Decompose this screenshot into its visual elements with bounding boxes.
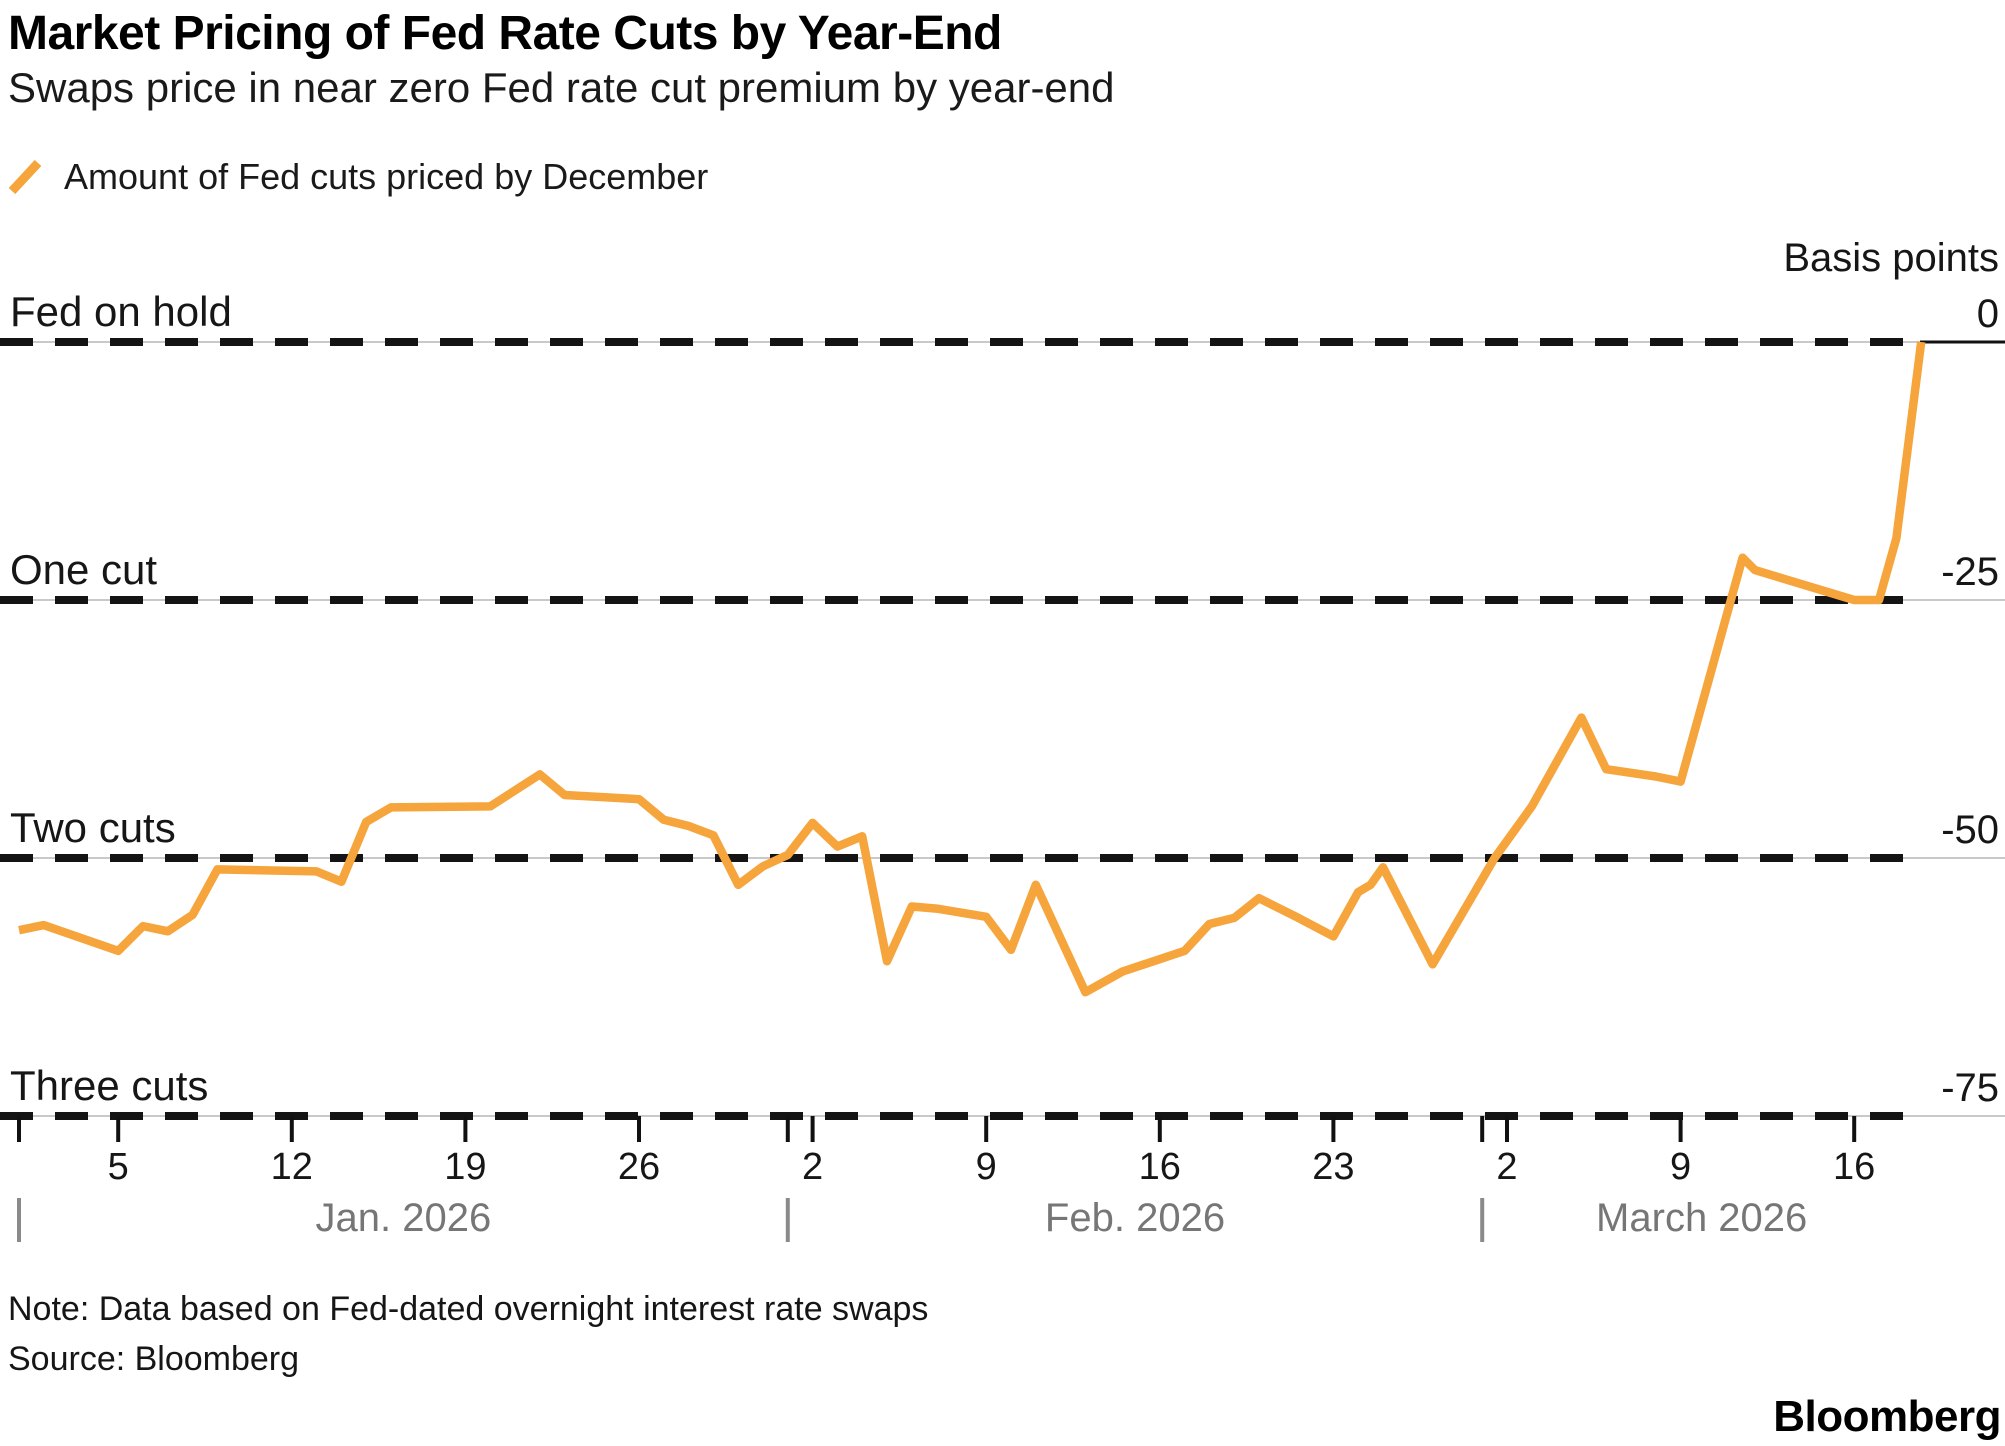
- x-tick-label-18: 19: [444, 1146, 487, 1188]
- chart-note: Note: Data based on Fed-dated overnight …: [8, 1290, 929, 1328]
- guide-label-left-2: Two cuts: [10, 804, 176, 851]
- month-label-1: Feb. 2026: [1044, 1196, 1226, 1240]
- x-tick-label-11: 12: [270, 1146, 313, 1188]
- x-tick-label-74: 16: [1833, 1146, 1876, 1188]
- guide-label-left-1: One cut: [10, 546, 158, 593]
- legend: Amount of Fed cuts priced by December: [8, 156, 708, 198]
- guide-label-left-0: Fed on hold: [10, 288, 232, 335]
- legend-line-marker-icon: [8, 160, 42, 194]
- guide-label-right-2: -50: [1941, 808, 1999, 852]
- x-tick-label-46: 16: [1138, 1146, 1181, 1188]
- x-tick-label-53: 23: [1312, 1146, 1355, 1188]
- x-tick-label-32: 2: [802, 1146, 824, 1188]
- page-subtitle: Swaps price in near zero Fed rate cut pr…: [8, 64, 1115, 111]
- legend-label: Amount of Fed cuts priced by December: [64, 156, 709, 197]
- month-label-2: March 2026: [1596, 1196, 1808, 1240]
- y-axis-unit-label: Basis points: [1783, 236, 1999, 280]
- guide-label-right-1: -25: [1941, 550, 1999, 594]
- bloomberg-logo: Bloomberg: [1773, 1392, 2001, 1441]
- x-tick-label-25: 26: [617, 1146, 661, 1188]
- guide-label-left-3: Three cuts: [10, 1062, 209, 1109]
- month-label-0: Jan. 2026: [315, 1196, 492, 1240]
- series-line-fed-cuts-priced: [18, 341, 1926, 997]
- page-title: Market Pricing of Fed Rate Cuts by Year-…: [8, 7, 1002, 60]
- x-tick-label-39: 9: [975, 1146, 997, 1188]
- guide-label-right-0: 0: [1976, 292, 1999, 336]
- x-tick-label-4: 5: [107, 1146, 129, 1188]
- chart-source: Source: Bloomberg: [8, 1340, 300, 1378]
- x-tick-label-60: 2: [1496, 1146, 1518, 1188]
- guide-label-right-3: -75: [1941, 1066, 1999, 1110]
- x-tick-label-67: 9: [1670, 1146, 1692, 1188]
